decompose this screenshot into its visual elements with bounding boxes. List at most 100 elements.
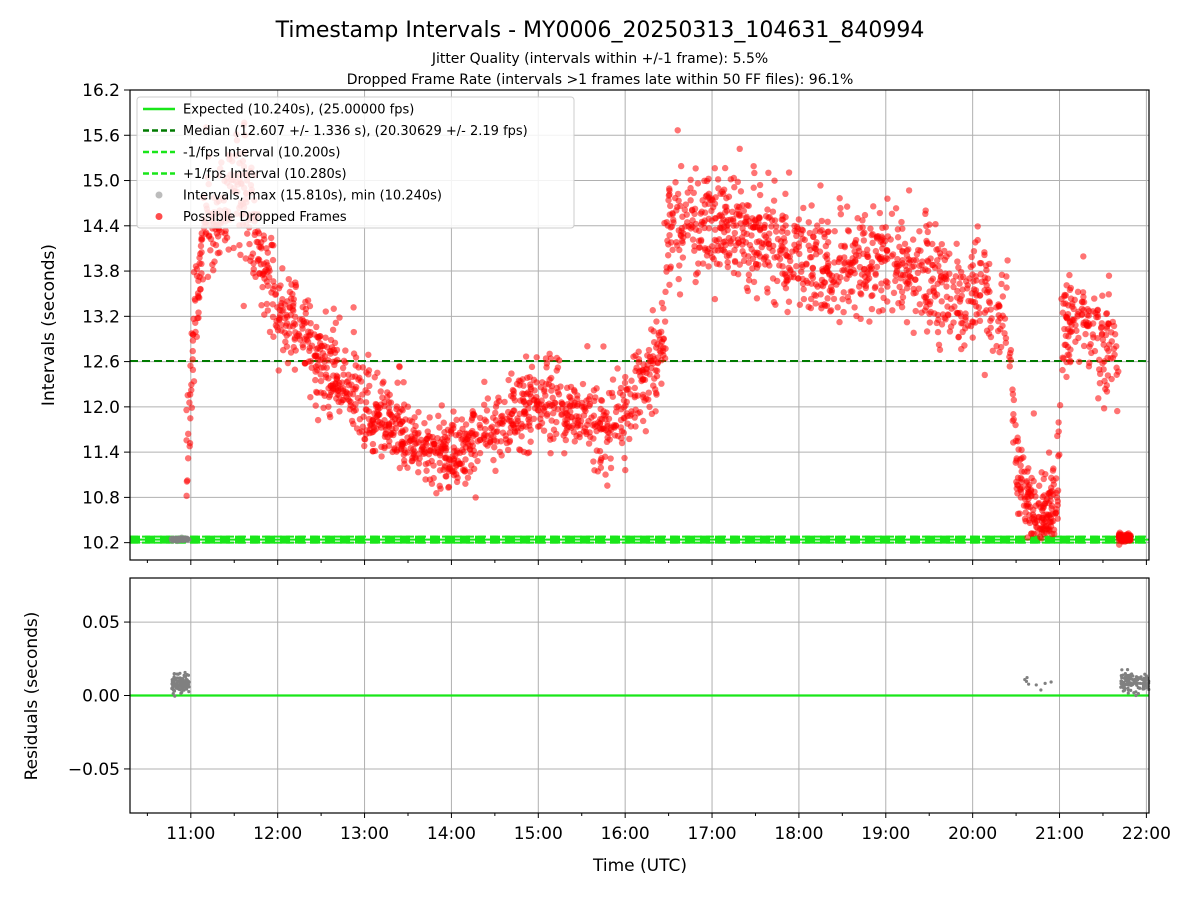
dropped-frame-point [711, 247, 719, 254]
dropped-frame-point [474, 457, 481, 465]
dropped-frame-point [230, 244, 237, 252]
dropped-frame-point [939, 311, 947, 318]
top-y-tick-label: 10.8 [82, 488, 120, 508]
dropped-frame-point [736, 145, 743, 153]
dropped-frame-point [698, 208, 705, 215]
bottom-y-axis-label: Residuals (seconds) [22, 612, 42, 781]
residual-point [180, 681, 185, 686]
dropped-frame-point [868, 292, 875, 300]
residual-point [1039, 688, 1043, 692]
dropped-frame-point [770, 298, 778, 306]
dropped-frame-point [533, 354, 540, 361]
dropped-frame-point [393, 446, 401, 454]
dropped-frame-point [915, 246, 922, 254]
dropped-frame-point [257, 243, 265, 250]
dropped-frame-point [946, 328, 954, 335]
dropped-frame-point [216, 226, 223, 234]
dropped-frame-point [844, 227, 852, 234]
residual-point [1120, 668, 1124, 672]
dropped-frame-point [892, 277, 899, 285]
residual-point [1123, 686, 1127, 691]
dropped-frame-point [353, 425, 361, 432]
dropped-frame-point [730, 174, 738, 182]
top-y-tick-label: 12.0 [82, 398, 120, 418]
dropped-frame-point [861, 211, 869, 219]
x-tick-label: 21:00 [1035, 824, 1084, 844]
dropped-frame-point [1004, 257, 1011, 264]
dropped-frame-point [711, 226, 719, 233]
dropped-frame-point [1126, 537, 1134, 544]
dropped-frame-point [316, 340, 324, 347]
dropped-frame-point [718, 246, 725, 254]
dropped-frame-point [274, 304, 281, 311]
dropped-frame-point [1003, 273, 1010, 280]
dropped-frame-point [1063, 373, 1070, 381]
dropped-frame-point [999, 312, 1006, 319]
dropped-frame-point [839, 295, 846, 303]
dropped-frame-point [264, 262, 271, 269]
residual-point [170, 678, 174, 682]
dropped-frame-point [750, 184, 757, 191]
dropped-frame-point [468, 462, 475, 469]
dropped-frame-point [614, 365, 621, 372]
dropped-frame-point [1026, 517, 1033, 524]
dropped-frame-point [744, 202, 751, 209]
dropped-frame-point [923, 237, 930, 245]
dropped-frame-point [259, 283, 266, 291]
dropped-frame-point [744, 287, 752, 295]
dropped-frame-point [628, 377, 635, 384]
dropped-frame-point [184, 455, 192, 462]
dropped-frame-point [400, 379, 407, 386]
dropped-frame-point [701, 224, 708, 232]
dropped-frame-point [602, 415, 609, 423]
dropped-frame-point [411, 414, 418, 421]
dropped-frame-point [263, 300, 271, 308]
dropped-frame-point [547, 450, 554, 457]
dropped-frame-point [399, 428, 406, 436]
dropped-frame-point [504, 446, 512, 454]
dropped-frame-point [404, 449, 411, 456]
dropped-frame-point [433, 490, 440, 497]
bottom-y-tick-label: 0.00 [82, 687, 120, 707]
dropped-frame-point [623, 410, 630, 417]
dropped-frame-point [862, 282, 870, 289]
dropped-frame-point [821, 279, 829, 286]
dropped-frame-point [1031, 519, 1039, 526]
dropped-frame-point [561, 450, 568, 457]
dropped-frame-point [609, 376, 617, 383]
dropped-frame-point [543, 364, 550, 371]
dropped-frame-point [283, 343, 291, 350]
dropped-frame-point [982, 262, 990, 269]
dropped-frame-point [782, 247, 789, 254]
dropped-frame-point [196, 254, 203, 261]
dropped-frame-point [545, 381, 553, 388]
dropped-frame-point [709, 204, 717, 211]
dropped-frame-point [954, 309, 962, 317]
dropped-frame-point [1095, 395, 1102, 402]
dropped-frame-point [761, 261, 769, 268]
interval-point [174, 536, 181, 543]
dropped-frame-point [476, 414, 484, 422]
dropped-frame-point [246, 240, 253, 248]
dropped-frame-point [674, 203, 681, 211]
dropped-frame-point [934, 245, 942, 253]
dropped-frame-point [272, 290, 280, 298]
dropped-frame-point [723, 203, 730, 211]
dropped-frame-point [1014, 482, 1022, 489]
dropped-frame-point [822, 242, 830, 250]
dropped-frame-point [197, 285, 204, 293]
dropped-frame-point [347, 398, 354, 406]
dropped-frame-point [365, 351, 372, 358]
x-ticks: 11:00 12:00 13:00 14:00 15:00 16:00 17:00 18:00… [166, 824, 1171, 844]
dropped-frame-point [830, 295, 838, 303]
residual-point [174, 682, 178, 686]
dropped-frame-point [669, 246, 676, 254]
dropped-frame-point [286, 288, 294, 296]
dropped-frame-point [898, 303, 906, 311]
dropped-frame-point [825, 260, 832, 267]
dropped-frame-point [450, 425, 457, 432]
dropped-frame-point [930, 287, 937, 295]
dropped-frame-point [458, 416, 466, 423]
dropped-frame-point [195, 309, 202, 316]
